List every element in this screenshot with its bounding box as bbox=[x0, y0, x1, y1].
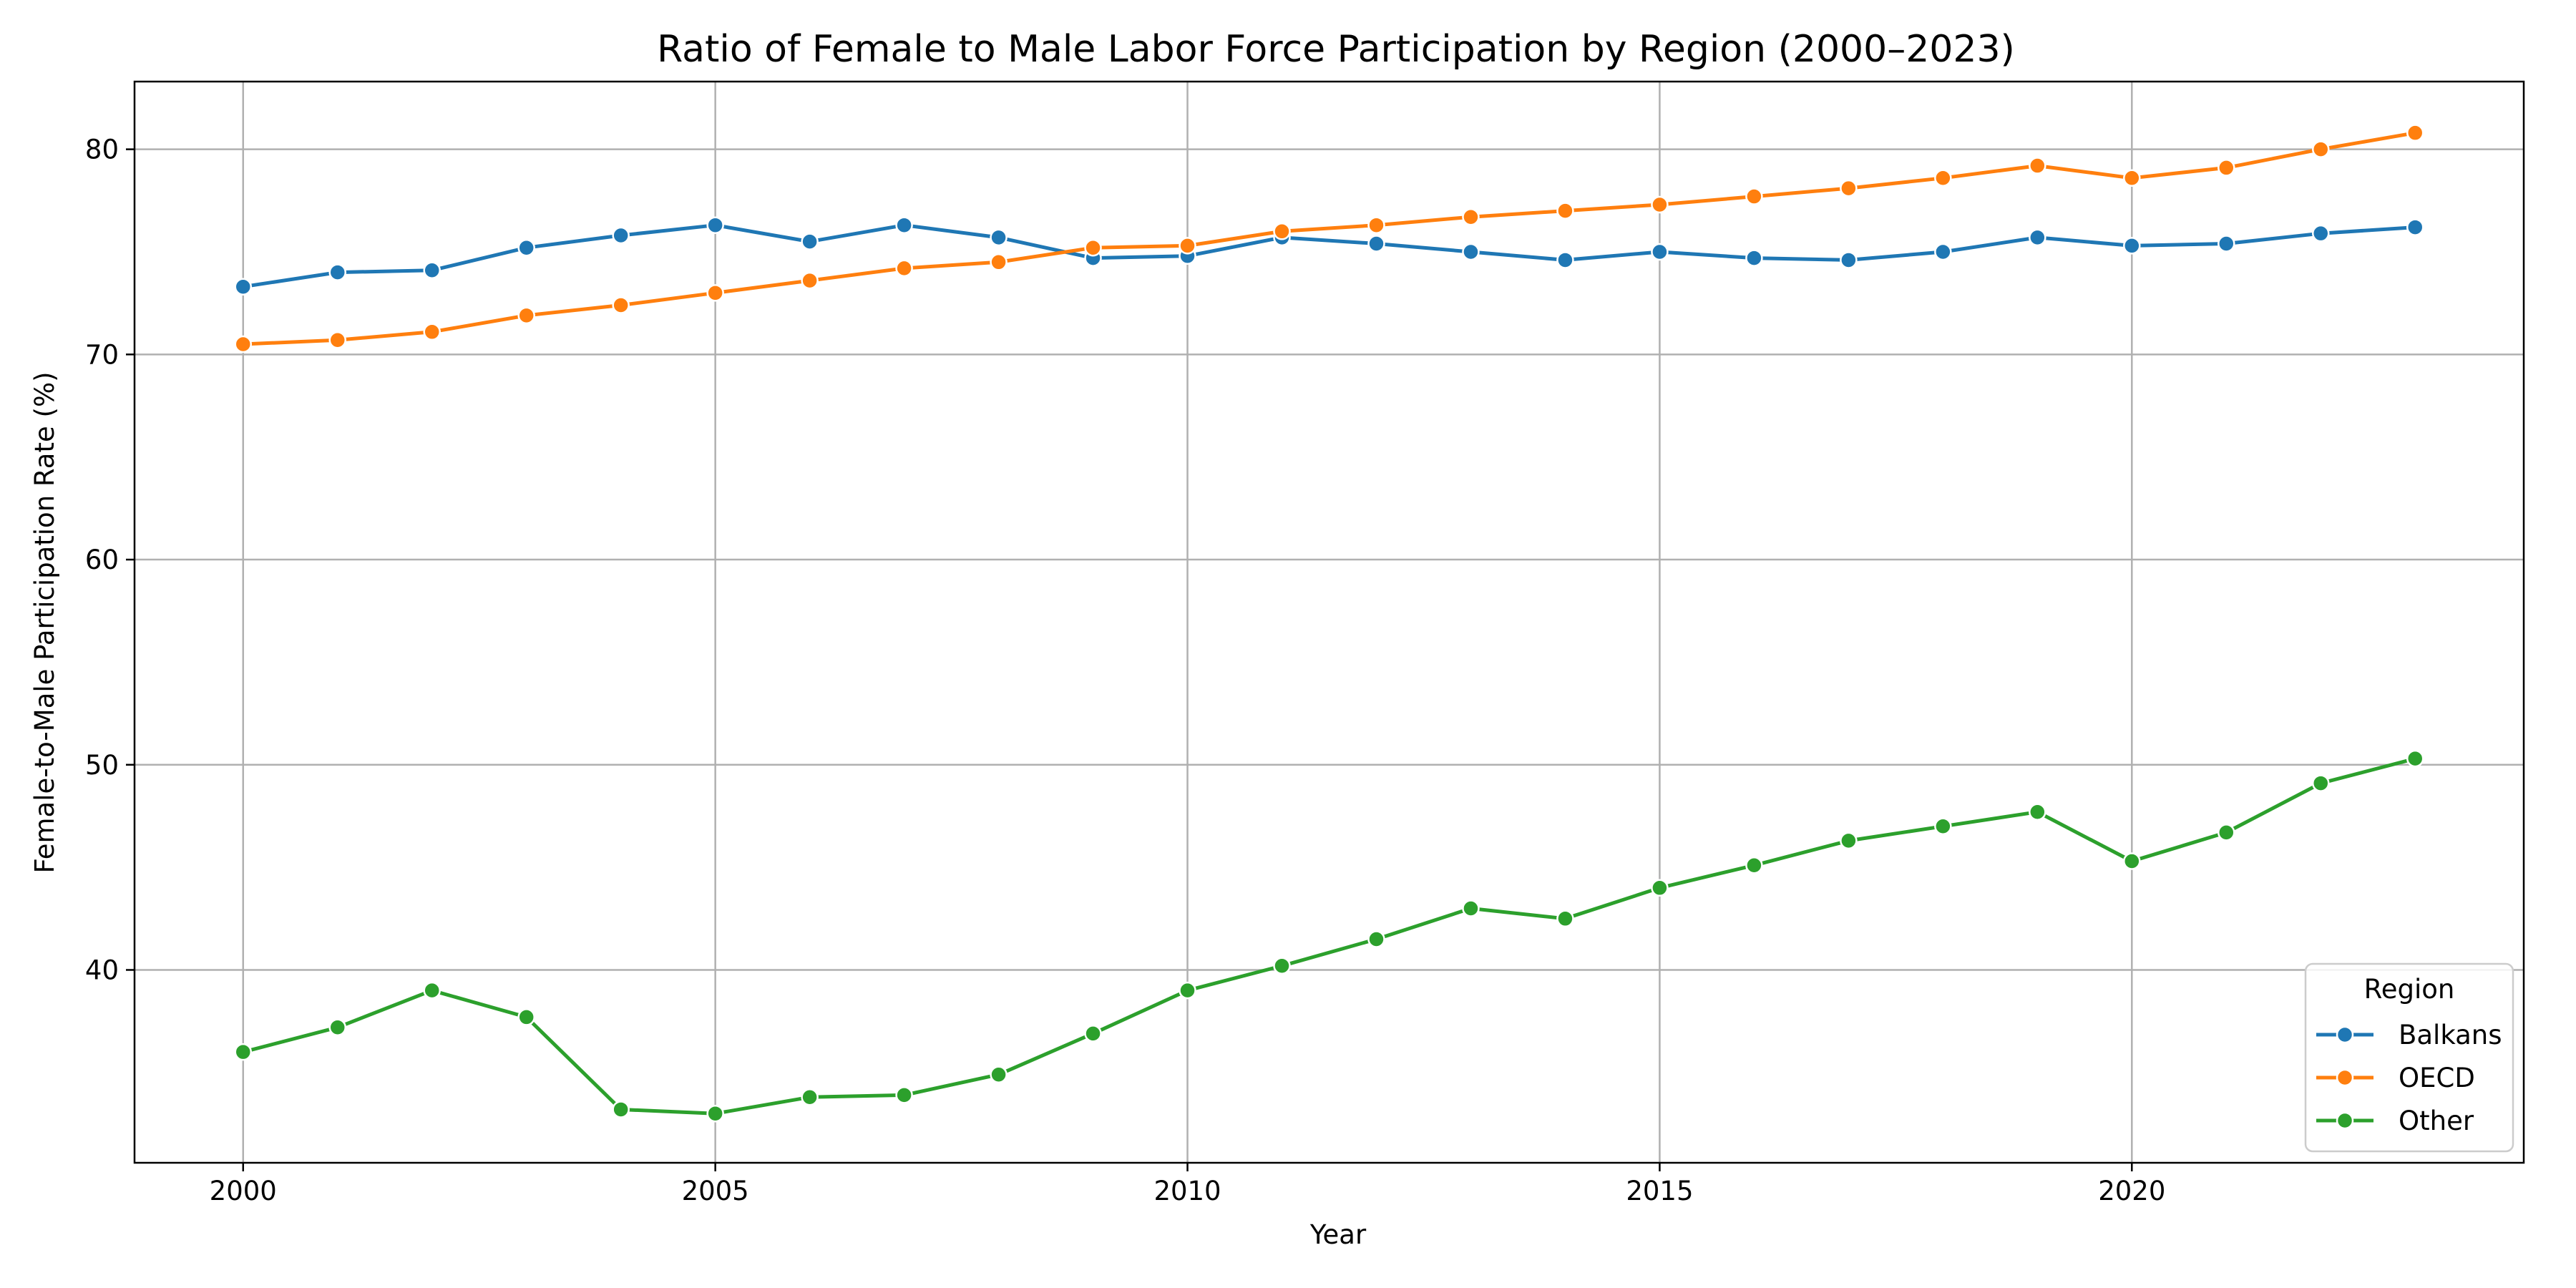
series-line-balkans bbox=[241, 223, 2417, 289]
data-point-oecd bbox=[2029, 157, 2046, 175]
data-point-other bbox=[2218, 824, 2235, 841]
data-point-balkans bbox=[1367, 235, 1385, 253]
data-point-oecd bbox=[1840, 179, 1858, 197]
axis-ticks: 2000 2005 2010 2015 2020 40 50 60 70 80 bbox=[85, 135, 2165, 1206]
y-tick-label: 80 bbox=[85, 135, 119, 165]
data-point-other bbox=[1934, 817, 1952, 836]
data-point-balkans bbox=[2123, 237, 2141, 255]
plot-area-frame bbox=[133, 80, 2525, 1164]
x-tick-label: 2000 bbox=[210, 1176, 277, 1206]
x-tick-label: 2010 bbox=[1153, 1176, 1221, 1206]
data-point-balkans bbox=[990, 228, 1008, 247]
data-point-other bbox=[1179, 981, 1196, 1000]
data-point-balkans bbox=[801, 233, 819, 250]
data-point-other bbox=[2123, 852, 2141, 870]
data-point-other bbox=[2312, 774, 2330, 792]
data-point-oecd bbox=[1651, 195, 1669, 214]
chart-title: Ratio of Female to Male Labor Force Part… bbox=[657, 28, 2015, 71]
data-point-other bbox=[1367, 930, 1385, 948]
legend-title: Region bbox=[2364, 974, 2455, 1005]
data-point-oecd bbox=[1273, 223, 1291, 240]
data-point-balkans bbox=[234, 278, 253, 296]
plot-lines bbox=[234, 124, 2424, 1123]
data-point-other bbox=[328, 1018, 346, 1037]
data-point-other bbox=[1462, 899, 1480, 917]
legend-marker-other bbox=[2336, 1111, 2354, 1130]
data-point-oecd bbox=[1745, 187, 1763, 205]
legend-label-other: Other bbox=[2399, 1106, 2474, 1136]
data-point-oecd bbox=[1084, 238, 1102, 257]
data-point-other bbox=[1651, 879, 1669, 897]
data-point-other bbox=[2029, 803, 2046, 821]
data-point-oecd bbox=[423, 323, 441, 341]
series-line-oecd bbox=[241, 131, 2417, 346]
x-tick-label: 2020 bbox=[2098, 1176, 2165, 1206]
data-point-balkans bbox=[1462, 243, 1480, 261]
data-point-balkans bbox=[328, 263, 346, 281]
data-point-balkans bbox=[2029, 228, 2046, 247]
data-point-oecd bbox=[706, 284, 724, 302]
data-point-balkans bbox=[2218, 235, 2235, 253]
data-point-oecd bbox=[2218, 159, 2235, 177]
data-point-balkans bbox=[1840, 251, 1858, 269]
legend: Region Balkans OECD Other bbox=[2304, 962, 2514, 1153]
y-tick-label: 50 bbox=[85, 750, 119, 781]
data-point-other bbox=[612, 1101, 630, 1118]
data-point-other bbox=[990, 1065, 1008, 1083]
x-tick-label: 2015 bbox=[1626, 1176, 1693, 1206]
x-axis-label: Year bbox=[1309, 1219, 1367, 1250]
data-point-other bbox=[2406, 749, 2424, 768]
legend-box bbox=[2304, 962, 2514, 1153]
data-point-oecd bbox=[234, 335, 253, 353]
data-point-other bbox=[1084, 1025, 1102, 1043]
data-point-other bbox=[234, 1043, 253, 1061]
data-point-oecd bbox=[1934, 169, 1952, 187]
data-point-oecd bbox=[2406, 124, 2424, 142]
legend-marker-balkans bbox=[2336, 1025, 2354, 1044]
data-point-balkans bbox=[706, 216, 724, 234]
data-point-other bbox=[423, 981, 441, 1000]
y-tick-label: 60 bbox=[85, 545, 119, 575]
data-point-oecd bbox=[1367, 216, 1385, 234]
data-point-balkans bbox=[1745, 249, 1763, 267]
data-point-balkans bbox=[1934, 243, 1952, 261]
data-point-other bbox=[895, 1086, 913, 1104]
data-point-oecd bbox=[990, 253, 1008, 271]
data-point-oecd bbox=[517, 306, 535, 325]
y-tick-label: 70 bbox=[85, 339, 119, 370]
data-point-oecd bbox=[895, 259, 913, 278]
data-point-balkans bbox=[1556, 251, 1574, 269]
data-point-oecd bbox=[2123, 169, 2141, 187]
legend-label-balkans: Balkans bbox=[2399, 1020, 2502, 1050]
series-line-other bbox=[241, 756, 2417, 1116]
data-point-oecd bbox=[1556, 202, 1574, 220]
legend-marker-oecd bbox=[2336, 1068, 2354, 1087]
data-point-other bbox=[801, 1088, 819, 1106]
data-point-other bbox=[1273, 957, 1291, 975]
data-point-other bbox=[706, 1104, 724, 1123]
data-point-other bbox=[1745, 857, 1763, 874]
data-point-balkans bbox=[895, 216, 913, 234]
data-point-oecd bbox=[801, 271, 819, 290]
data-point-other bbox=[1556, 909, 1574, 928]
data-point-oecd bbox=[612, 296, 630, 314]
data-point-other bbox=[517, 1008, 535, 1026]
data-point-oecd bbox=[328, 331, 346, 349]
data-point-balkans bbox=[612, 226, 630, 245]
data-point-oecd bbox=[2312, 140, 2330, 158]
data-point-oecd bbox=[1462, 208, 1480, 226]
data-point-other bbox=[1840, 831, 1858, 850]
y-axis-label: Female-to-Male Participation Rate (%) bbox=[29, 371, 60, 873]
legend-label-oecd: OECD bbox=[2399, 1063, 2475, 1093]
data-point-balkans bbox=[2406, 218, 2424, 236]
data-point-balkans bbox=[2312, 224, 2330, 243]
data-point-balkans bbox=[517, 238, 535, 257]
data-point-balkans bbox=[423, 261, 441, 280]
data-point-balkans bbox=[1651, 243, 1669, 261]
y-tick-label: 40 bbox=[85, 955, 119, 985]
data-point-oecd bbox=[1179, 237, 1196, 255]
x-tick-label: 2005 bbox=[682, 1176, 749, 1206]
